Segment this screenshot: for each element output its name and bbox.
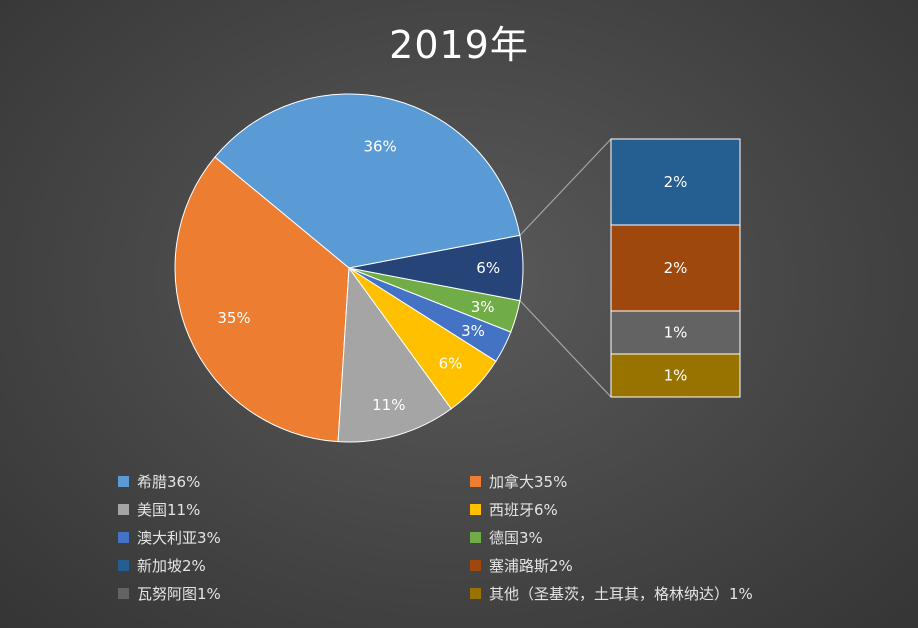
pie-slice-其他	[348, 234, 524, 302]
legend-item-美国: 美国11%	[118, 498, 470, 520]
data-label-德国: 3%	[471, 298, 495, 316]
legend-item-西班牙: 西班牙6%	[470, 498, 870, 520]
bar-segment-其他-圣基茨-土耳其-格林纳达	[610, 353, 741, 398]
data-label-塞浦路斯: 2%	[664, 259, 688, 277]
data-label-新加坡: 2%	[664, 173, 688, 191]
legend-label: 希腊36%	[137, 472, 201, 491]
data-label-西班牙: 6%	[439, 354, 463, 372]
data-label-加拿大: 35%	[217, 309, 250, 327]
data-labels: 36% 35% 11% 6% 3% 3% 6% 2% 2% 1% 1%	[217, 138, 687, 414]
legend-item-其他-圣基茨-土耳其-格林纳达: 其他（圣基茨，土耳其，格林纳达）1%	[470, 582, 870, 604]
pie-slice-美国	[337, 266, 452, 443]
legend-label: 瓦努阿图1%	[137, 584, 221, 603]
data-label-其他: 6%	[476, 259, 500, 277]
legend-swatch	[470, 559, 481, 571]
data-label-瓦努阿图: 1%	[664, 324, 688, 342]
data-label-澳大利亚: 3%	[461, 322, 485, 340]
bar-segment-新加坡	[610, 138, 741, 226]
legend-label: 加拿大35%	[489, 472, 568, 491]
bar-segments	[610, 138, 741, 398]
legend-swatch	[118, 503, 129, 515]
bar-segment-塞浦路斯	[610, 224, 741, 312]
pie-slice-希腊	[214, 93, 521, 269]
chart-title: 2019年	[389, 23, 529, 67]
pie-slice-加拿大	[174, 156, 350, 443]
legend-swatch	[470, 587, 481, 599]
legend-swatch	[470, 475, 481, 487]
pie-slices	[174, 93, 524, 443]
legend-swatch	[118, 531, 129, 543]
bar-segment-瓦努阿图	[610, 310, 741, 355]
legend-label: 西班牙6%	[489, 500, 558, 519]
legend-label: 塞浦路斯2%	[489, 556, 573, 575]
legend-swatch	[470, 503, 481, 515]
legend-label: 美国11%	[137, 500, 201, 519]
legend-swatch	[470, 531, 481, 543]
legend-label: 其他（圣基茨，土耳其，格林纳达）1%	[489, 584, 753, 603]
legend-item-加拿大: 加拿大35%	[470, 470, 870, 492]
legend-item-塞浦路斯: 塞浦路斯2%	[470, 554, 870, 576]
connector-line-top	[519, 138, 612, 236]
legend-item-新加坡: 新加坡2%	[118, 554, 470, 576]
legend-label: 新加坡2%	[137, 556, 206, 575]
data-label-美国: 11%	[372, 396, 405, 414]
legend: 希腊36% 加拿大35% 美国11% 西班牙6% 澳大利亚3% 德国3% 新加坡2% 塞浦路斯…	[118, 470, 878, 604]
legend-item-澳大利亚: 澳大利亚3%	[118, 526, 470, 548]
legend-label: 德国3%	[489, 528, 543, 547]
legend-swatch	[118, 475, 129, 487]
legend-item-希腊: 希腊36%	[118, 470, 470, 492]
legend-label: 澳大利亚3%	[137, 528, 221, 547]
connector-lines	[519, 138, 612, 398]
data-label-希腊: 36%	[363, 138, 396, 156]
legend-swatch	[118, 587, 129, 599]
legend-swatch	[118, 559, 129, 571]
connector-line-bottom	[519, 300, 612, 398]
data-label-其他-圣基茨-土耳其-格林纳达: 1%	[664, 367, 688, 385]
legend-item-德国: 德国3%	[470, 526, 870, 548]
legend-item-瓦努阿图: 瓦努阿图1%	[118, 582, 470, 604]
